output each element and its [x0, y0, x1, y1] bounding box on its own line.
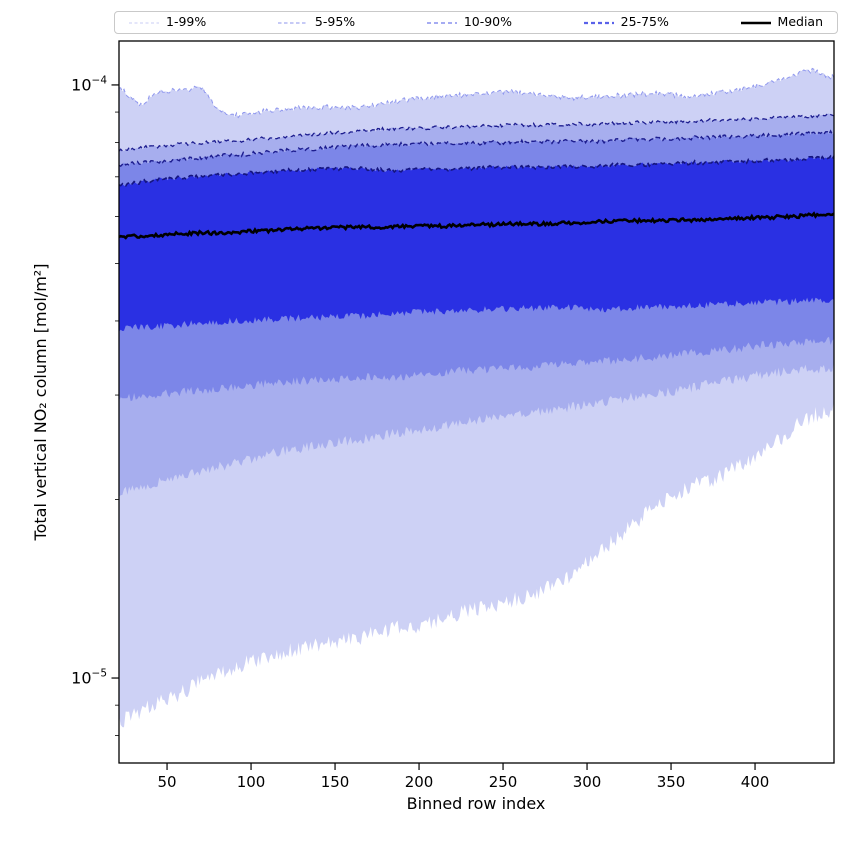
y-axis-label: Total vertical NO₂ column [mol/m²] — [31, 264, 50, 542]
legend-line-sample — [277, 21, 308, 24]
edge-line-p75 — [119, 154, 834, 187]
x-tick-label: 400 — [741, 773, 770, 791]
edge-line-p95 — [119, 112, 834, 152]
legend-line-sample — [129, 22, 159, 23]
x-tick-label: 200 — [405, 773, 434, 791]
x-tick-label: 250 — [489, 773, 518, 791]
x-tick-label: 100 — [237, 773, 266, 791]
legend-item-1-99pct: 1-99% — [129, 16, 206, 29]
legend-item-label: 25-75% — [620, 14, 669, 30]
band-25-75% — [119, 155, 834, 332]
y-tick-label: 10−5 — [71, 668, 107, 688]
y-tick-label: 10−4 — [71, 74, 107, 94]
legend-line-sample — [583, 21, 614, 24]
legend-line-sample — [740, 21, 771, 24]
legend-item-label: Median — [777, 14, 823, 30]
x-tick-label: 300 — [573, 773, 602, 791]
x-axis-label: Binned row index — [407, 794, 546, 813]
legend-item-label: 5-95% — [314, 14, 356, 30]
x-tick-label: 50 — [158, 773, 177, 791]
legend-line-sample — [426, 21, 457, 24]
legend-item-5-95pct: 5-95% — [277, 14, 356, 30]
edge-line-p99 — [119, 67, 834, 119]
edge-line-p90 — [119, 129, 834, 168]
x-tick-label: 150 — [321, 773, 350, 791]
legend-item-25-75pct: 25-75% — [583, 14, 669, 30]
legend-item-10-90pct: 10-90% — [426, 14, 513, 30]
chart-area — [119, 67, 834, 728]
legend-item-Median: Median — [740, 14, 823, 30]
x-tick-label: 350 — [657, 773, 686, 791]
plot-spines — [118, 40, 835, 764]
legend-item-label: 10-90% — [463, 14, 513, 30]
legend-item-label: 1-99% — [166, 14, 207, 30]
median-line — [119, 211, 834, 240]
legend: 1-99% 5-95% 10-90% 25-75% Median — [114, 11, 838, 34]
